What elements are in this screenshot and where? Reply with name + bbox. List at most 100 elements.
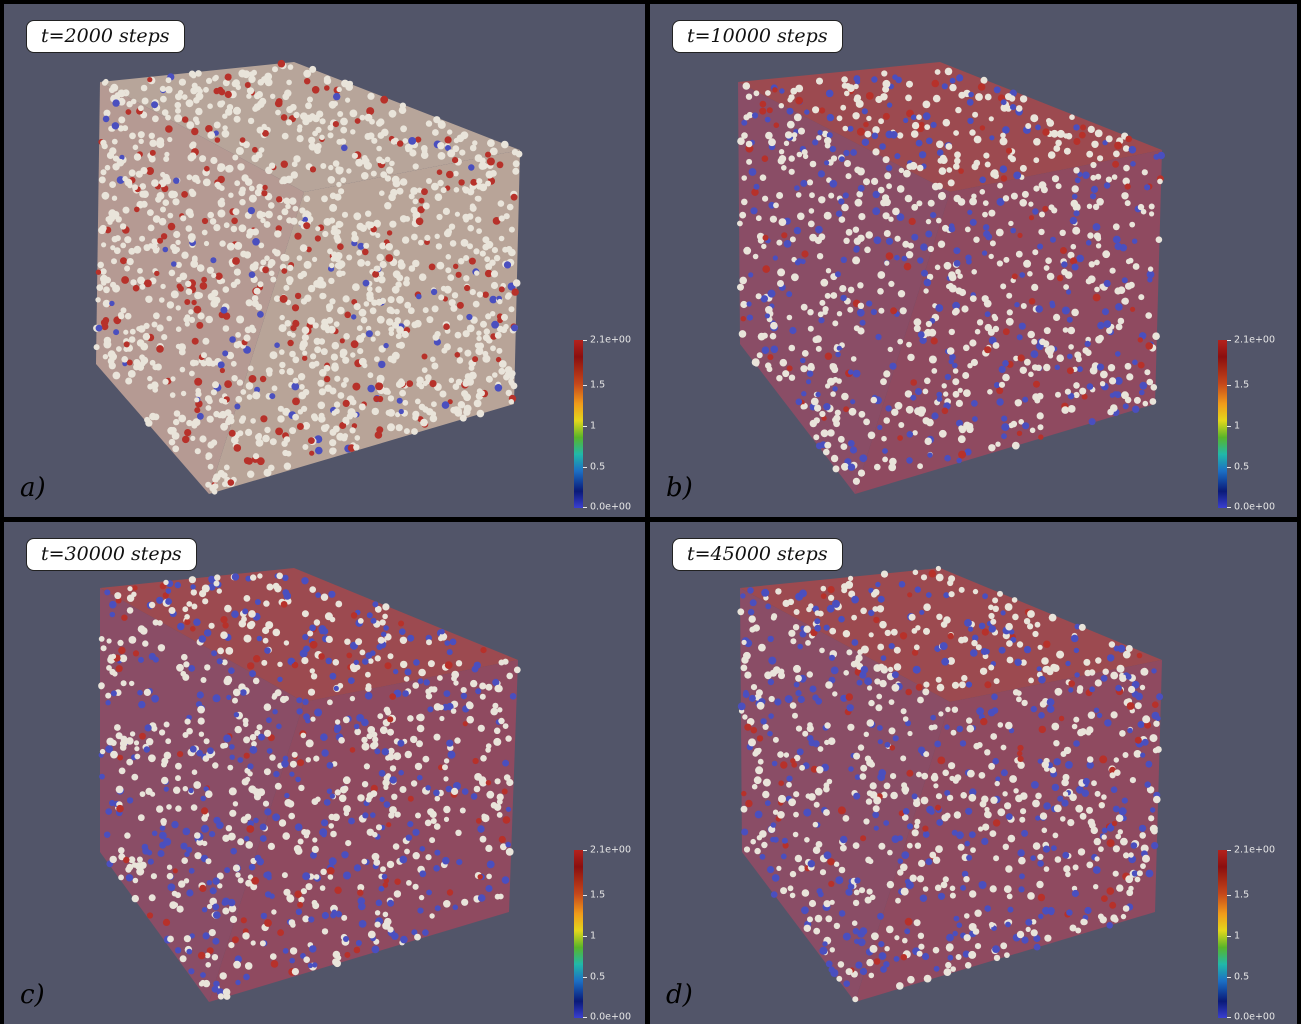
particle (334, 256, 341, 263)
particle (913, 325, 921, 333)
particle (887, 849, 893, 856)
particle (832, 599, 840, 608)
particle (143, 688, 151, 696)
particle (744, 671, 752, 679)
particle (1153, 720, 1160, 727)
particle (383, 801, 391, 808)
particle (1069, 924, 1077, 932)
particle (1132, 405, 1140, 413)
particle (975, 93, 983, 101)
particle (320, 424, 329, 433)
particle (1036, 392, 1044, 400)
particle (380, 866, 386, 873)
particle (474, 154, 483, 163)
particle (884, 741, 891, 748)
particle (447, 274, 455, 281)
particle (755, 293, 762, 300)
particle (328, 823, 335, 829)
particle (424, 234, 431, 241)
particle (320, 293, 327, 299)
particle (303, 222, 311, 230)
particle (498, 717, 505, 725)
particle (430, 411, 437, 417)
particle (1123, 164, 1130, 172)
particle (1019, 366, 1027, 374)
particle (259, 835, 267, 842)
particle (1123, 852, 1130, 859)
particle (984, 93, 992, 101)
particle (911, 793, 918, 800)
particle (934, 884, 942, 892)
particle (992, 605, 999, 612)
particle (1120, 913, 1127, 920)
particle (875, 581, 881, 588)
particle (156, 345, 164, 353)
particle (871, 132, 879, 140)
particle (852, 996, 859, 1003)
particle (296, 255, 303, 261)
particle (759, 107, 767, 115)
particle (886, 880, 895, 889)
particle (1049, 766, 1057, 774)
particle (191, 420, 197, 427)
particle (961, 870, 969, 878)
particle (1109, 267, 1116, 274)
particle (278, 324, 287, 333)
particle (413, 659, 420, 666)
particle (935, 804, 941, 811)
particle (212, 381, 219, 389)
particle (307, 96, 313, 103)
particle (1073, 124, 1080, 131)
particle (1005, 921, 1011, 928)
particle (433, 116, 441, 124)
colorbar-label-min: 0.0e+00 (1234, 501, 1276, 513)
particle (1055, 391, 1061, 398)
particle (1067, 405, 1076, 413)
particle (247, 207, 255, 215)
particle (1063, 147, 1071, 155)
particle (320, 733, 328, 741)
particle (472, 757, 479, 765)
particle (956, 831, 964, 840)
particle (1027, 271, 1033, 277)
particle (103, 109, 111, 117)
particle (254, 92, 261, 100)
particle (1039, 338, 1046, 346)
particle (877, 739, 883, 745)
particle (991, 707, 999, 714)
particle (753, 748, 761, 755)
particle (1023, 618, 1031, 625)
particle (828, 594, 835, 601)
particle (848, 590, 856, 598)
particle (788, 155, 795, 162)
particle (337, 111, 344, 117)
particle (1112, 391, 1119, 397)
particle (422, 929, 429, 936)
particle (173, 410, 181, 417)
particle (955, 268, 961, 275)
particle (979, 189, 986, 195)
particle (375, 382, 384, 391)
particle (825, 960, 833, 968)
particle (989, 830, 997, 837)
particle (782, 370, 790, 378)
particle (1019, 272, 1026, 278)
particle (786, 120, 795, 129)
particle (983, 230, 991, 238)
particle (923, 974, 932, 983)
particle (422, 406, 429, 413)
particle (203, 738, 210, 745)
particle (247, 874, 254, 880)
particle (779, 358, 788, 367)
particle (188, 576, 196, 584)
particle (207, 131, 215, 139)
particle (857, 938, 866, 947)
particle (867, 858, 874, 865)
particle (807, 309, 814, 316)
particle (399, 215, 408, 223)
particle (1016, 696, 1022, 703)
particle (919, 609, 925, 615)
particle (807, 916, 813, 923)
particle (147, 858, 154, 865)
particle (368, 658, 374, 664)
